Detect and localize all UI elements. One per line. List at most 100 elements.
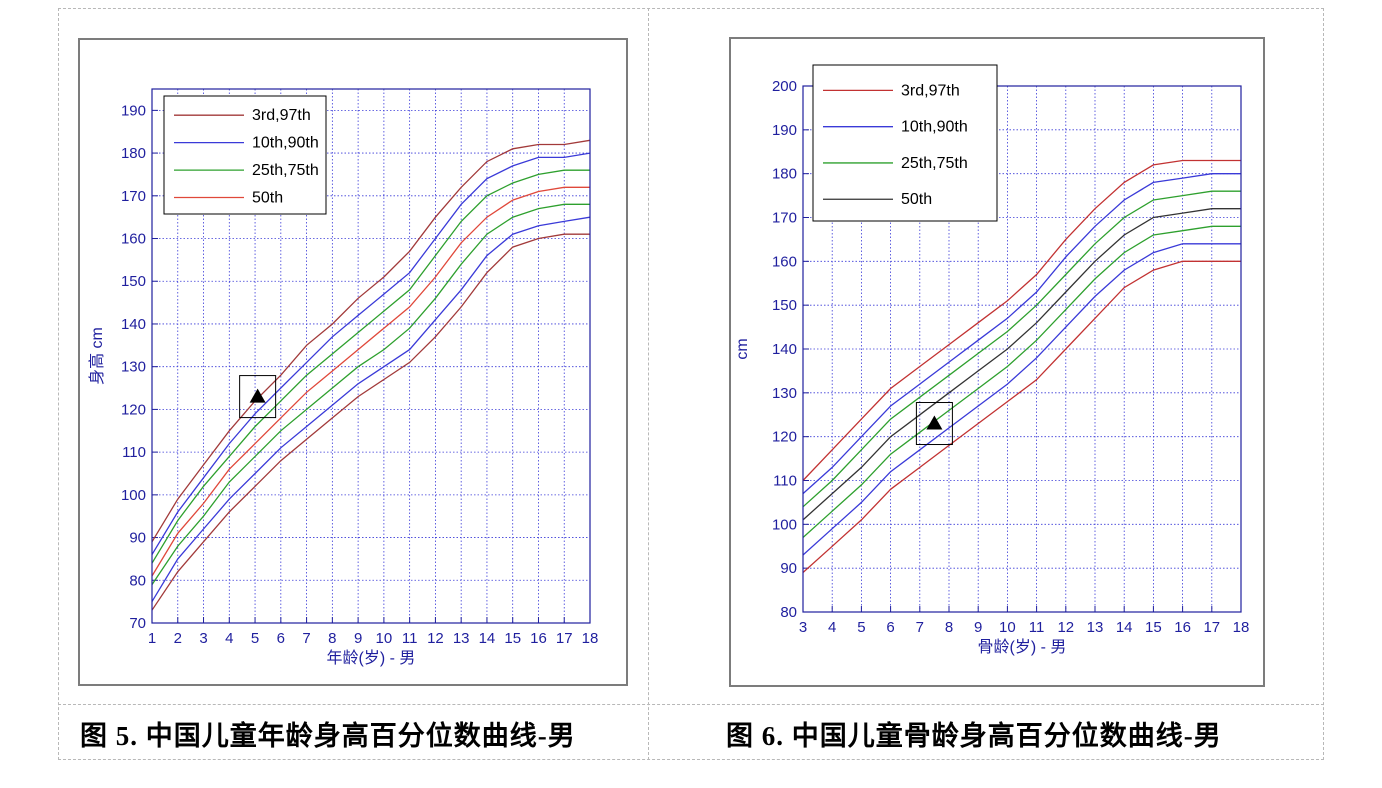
series-line-50th xyxy=(151,186,590,577)
y-tick-label: 160 xyxy=(121,231,146,248)
figure-6-frame: 3 4 5 6 7 8 9 10 11 12 13 14 15 16 17 18 80 90 100 110 120 13… xyxy=(729,37,1265,687)
x-tick-label: 6 xyxy=(277,630,285,647)
x-tick-label: 10 xyxy=(376,630,393,647)
legend-label: 50th xyxy=(901,191,932,208)
x-tick-label: 11 xyxy=(402,630,418,647)
legend-label: 25th,75th xyxy=(252,162,319,179)
y-tick-label: 170 xyxy=(121,188,146,205)
x-tick-label: 5 xyxy=(251,630,259,647)
marker-box xyxy=(915,402,953,446)
x-tick-label: 9 xyxy=(354,630,362,647)
y-tick-label: 100 xyxy=(121,487,146,504)
y-tick-label: 150 xyxy=(772,297,797,314)
y-tick-label: 180 xyxy=(121,145,146,162)
figure-6-caption: 图 6. 中国儿童骨龄身高百分位数曲线-男 xyxy=(726,721,1222,751)
legend-label: 3rd,97th xyxy=(252,107,311,124)
series-line-50th xyxy=(802,208,1241,521)
series-line-97th xyxy=(802,159,1241,481)
series-line-25th xyxy=(151,203,590,585)
x-tick-label: 15 xyxy=(1145,619,1162,636)
x-axis-label: 年龄(岁) - 男 xyxy=(327,649,416,667)
marker-box xyxy=(239,375,277,419)
figure-table xyxy=(58,8,1324,760)
series-line-90th xyxy=(151,152,591,555)
x-tick-label: 2 xyxy=(174,630,182,647)
y-tick-label: 100 xyxy=(772,516,797,533)
x-tick-label: 12 xyxy=(427,630,444,647)
x-tick-label: 16 xyxy=(1174,619,1191,636)
x-tick-label: 3 xyxy=(799,619,807,636)
y-tick-label: 120 xyxy=(121,401,146,418)
x-tick-label: 5 xyxy=(857,619,865,636)
y-tick-label: 200 xyxy=(772,78,797,95)
x-tick-label: 15 xyxy=(504,630,521,647)
y-tick-label: 140 xyxy=(121,316,146,333)
figure-5-frame: 1 2 3 4 5 6 7 8 9 10 11 12 13 14 15 16 17 18 70 80 90 100 110 1… xyxy=(78,38,628,686)
figure-5-caption: 图 5. 中国儿童年龄身高百分位数曲线-男 xyxy=(80,721,576,751)
series-line-3rd xyxy=(802,260,1241,573)
y-tick-label: 90 xyxy=(129,530,146,547)
y-axis-label: cm xyxy=(734,338,751,359)
y-tick-label: 110 xyxy=(122,444,146,461)
y-tick-label: 190 xyxy=(772,122,797,139)
x-tick-label: 14 xyxy=(479,630,496,647)
series-line-75th xyxy=(802,190,1241,508)
figure-5-chart: 1 2 3 4 5 6 7 8 9 10 11 12 13 14 15 16 17 187080901001101… xyxy=(88,88,599,667)
series-line-10th xyxy=(802,243,1241,556)
x-tick-label: 13 xyxy=(453,630,470,647)
x-tick-label: 14 xyxy=(1116,619,1133,636)
series-line-90th xyxy=(802,173,1241,495)
y-tick-label: 160 xyxy=(772,253,797,270)
y-tick-label: 90 xyxy=(780,560,797,577)
x-tick-label: 1 xyxy=(148,630,156,647)
plot-area-border xyxy=(802,85,1242,613)
y-tick-label: 170 xyxy=(772,210,797,227)
x-tick-label: 17 xyxy=(1203,619,1220,636)
plot-area-border xyxy=(151,88,591,624)
x-tick-label: 7 xyxy=(302,630,310,647)
x-tick-label: 16 xyxy=(530,630,547,647)
legend-label: 50th xyxy=(252,190,283,207)
x-tick-label: 11 xyxy=(1029,619,1045,636)
x-tick-label: 4 xyxy=(225,630,233,647)
x-tick-label: 18 xyxy=(582,630,599,647)
x-tick-label: 8 xyxy=(945,619,953,636)
series-line-75th xyxy=(151,169,590,564)
legend-label: 3rd,97th xyxy=(901,82,960,99)
x-tick-label: 12 xyxy=(1057,619,1074,636)
y-axis-label: 身高 cm xyxy=(88,327,106,385)
x-tick-label: 13 xyxy=(1087,619,1104,636)
y-tick-label: 190 xyxy=(121,102,146,119)
legend-label: 10th,90th xyxy=(901,119,968,136)
y-tick-label: 130 xyxy=(121,359,146,376)
series-line-10th xyxy=(151,216,591,602)
data-point-marker xyxy=(249,388,266,403)
y-tick-label: 70 xyxy=(129,615,146,632)
x-tick-label: 18 xyxy=(1233,619,1250,636)
table-column-divider xyxy=(648,8,649,760)
series-line-3rd xyxy=(151,233,590,611)
y-tick-label: 180 xyxy=(772,166,797,183)
y-tick-label: 130 xyxy=(772,385,797,402)
y-tick-label: 110 xyxy=(773,473,797,490)
x-tick-label: 7 xyxy=(916,619,924,636)
legend-label: 25th,75th xyxy=(901,155,968,172)
x-tick-label: 10 xyxy=(999,619,1016,636)
x-tick-label: 4 xyxy=(828,619,836,636)
series-line-25th xyxy=(802,225,1241,538)
x-tick-label: 17 xyxy=(556,630,573,647)
y-tick-label: 120 xyxy=(772,429,797,446)
x-axis-label: 骨龄(岁) - 男 xyxy=(978,638,1067,656)
x-tick-label: 9 xyxy=(974,619,982,636)
data-point-marker xyxy=(926,415,943,430)
figure-6-chart: 3 4 5 6 7 8 9 10 11 12 13 14 15 16 17 18 80 90 100 110 120 13… xyxy=(734,64,1250,656)
x-tick-label: 6 xyxy=(886,619,894,636)
y-tick-label: 80 xyxy=(780,604,797,621)
table-row-divider xyxy=(58,704,1324,705)
y-tick-label: 140 xyxy=(772,341,797,358)
x-tick-label: 8 xyxy=(328,630,336,647)
x-tick-label: 3 xyxy=(199,630,207,647)
series-line-97th xyxy=(151,139,591,543)
y-tick-label: 80 xyxy=(129,572,146,589)
legend-label: 10th,90th xyxy=(252,135,319,152)
